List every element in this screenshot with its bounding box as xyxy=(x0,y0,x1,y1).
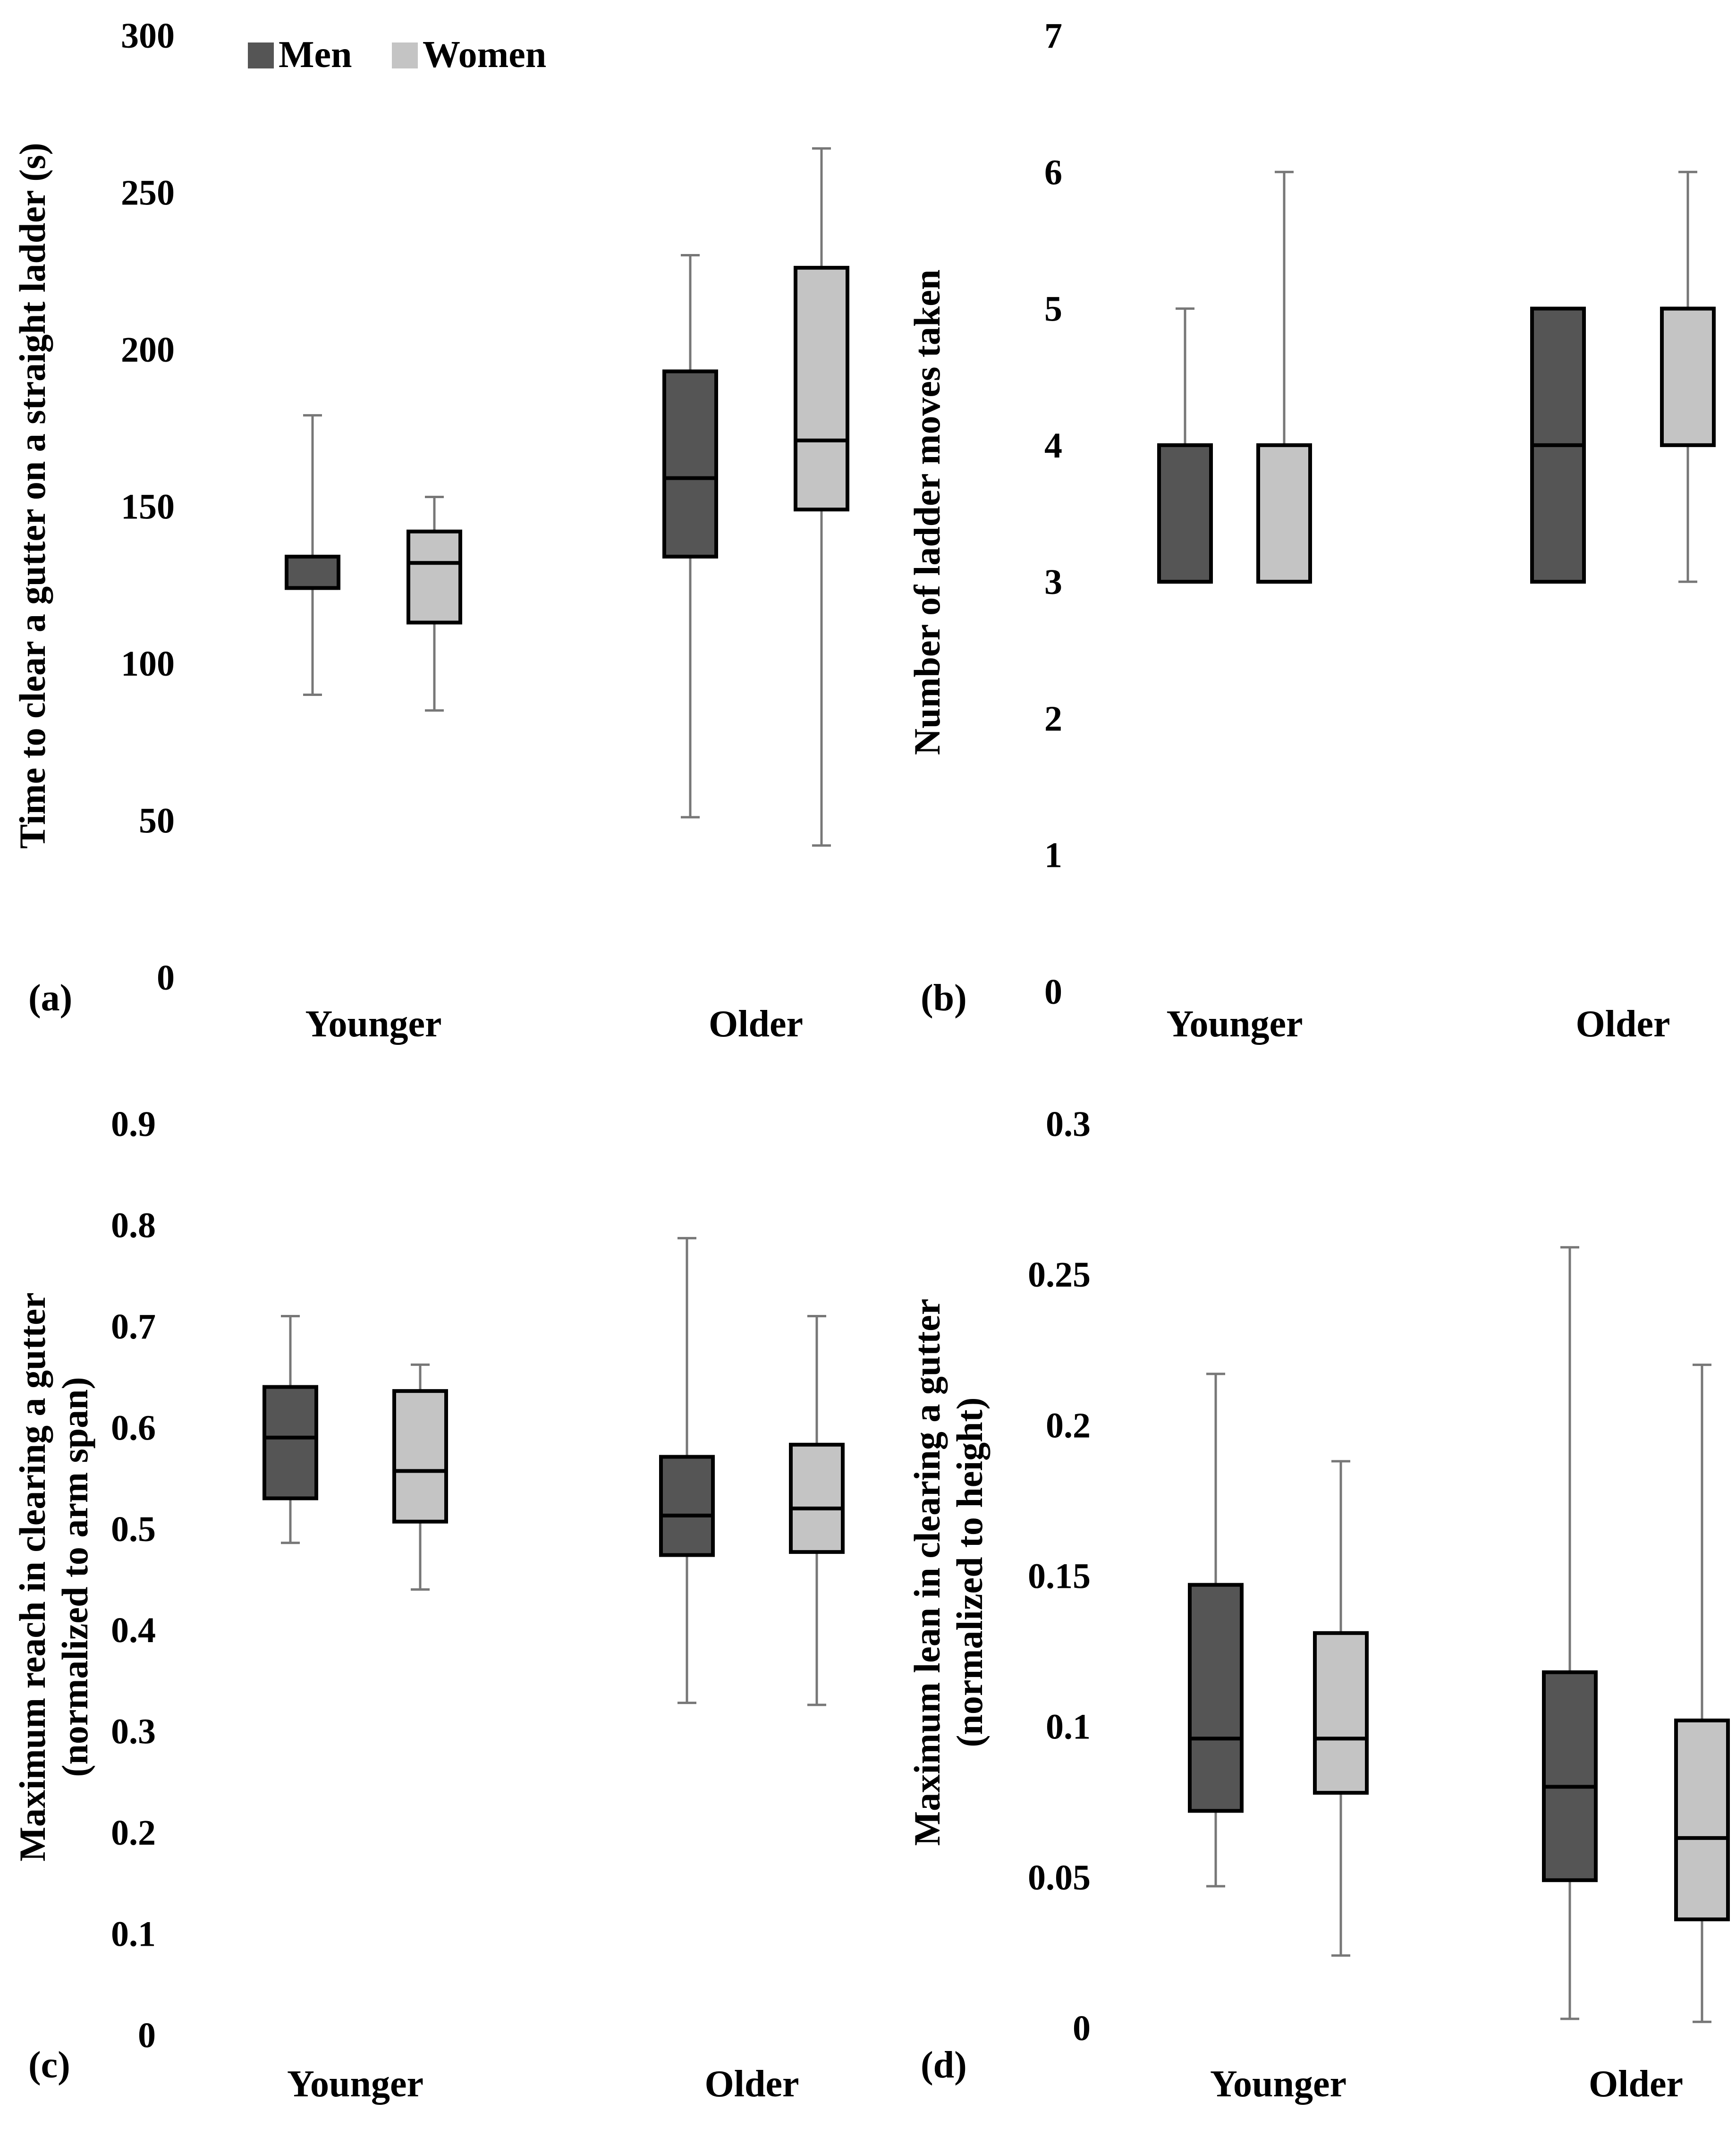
y-tick-label: 150 xyxy=(121,487,175,527)
box-iqr xyxy=(662,369,718,559)
box-iqr xyxy=(789,1442,845,1554)
y-tick-label: 0.9 xyxy=(111,1104,156,1144)
box-men-younger xyxy=(263,1314,318,1544)
box-women-older xyxy=(794,147,849,847)
y-axis-label: Time to clear a gutter on a straight lad… xyxy=(12,143,53,849)
box-iqr xyxy=(1660,306,1716,447)
panel-label: (b) xyxy=(921,977,967,1019)
legend-label-women: Women xyxy=(423,34,546,76)
box-women-younger xyxy=(1313,1460,1369,1957)
y-tick-label: 0.2 xyxy=(111,1813,156,1853)
box-women-younger xyxy=(406,496,462,712)
category-label-younger: Younger xyxy=(1210,2063,1346,2105)
y-tick-label: 4 xyxy=(1044,426,1062,466)
y-tick-label: 300 xyxy=(121,16,175,56)
box-men-younger xyxy=(1188,1373,1244,1888)
box-iqr xyxy=(406,529,462,625)
box-women-older xyxy=(1674,1364,1730,2023)
y-tick-label: 3 xyxy=(1044,562,1062,602)
y-tick-label: 250 xyxy=(121,173,175,213)
y-tick-label: 1 xyxy=(1044,836,1062,875)
y-axis-label: (normalized to arm span) xyxy=(54,1377,95,1777)
panel-label: (d) xyxy=(921,2044,967,2086)
legend-label-men: Men xyxy=(279,34,352,76)
category-label-older: Older xyxy=(1589,2063,1683,2105)
box-iqr xyxy=(1157,443,1213,584)
box-iqr xyxy=(285,554,340,590)
box-iqr xyxy=(1313,1631,1369,1795)
y-tick-label: 100 xyxy=(121,644,175,684)
box-men-younger xyxy=(285,414,340,696)
y-tick-label: 0.8 xyxy=(111,1205,156,1245)
category-label-younger: Younger xyxy=(305,1003,442,1045)
category-label-older: Older xyxy=(709,1003,803,1045)
y-axis-label: Maximum lean in clearing a gutter xyxy=(906,1299,948,1846)
y-tick-label: 0.5 xyxy=(111,1509,156,1549)
box-men-younger xyxy=(1157,307,1213,584)
box-men-older xyxy=(662,254,718,819)
y-tick-label: 0 xyxy=(157,958,175,998)
y-tick-label: 0.7 xyxy=(111,1307,156,1347)
legend: Men Women xyxy=(248,34,546,76)
panel-label: (a) xyxy=(28,977,72,1019)
y-tick-label: 0 xyxy=(1044,972,1062,1012)
box-men-older xyxy=(659,1237,715,1704)
box-women-younger xyxy=(1256,170,1312,584)
y-tick-label: 0.4 xyxy=(111,1610,156,1650)
box-women-older xyxy=(789,1314,845,1706)
y-tick-label: 0.1 xyxy=(1046,1707,1091,1747)
category-label-older: Older xyxy=(705,2063,799,2105)
category-label-younger: Younger xyxy=(287,2063,423,2105)
box-women-older xyxy=(1660,170,1716,583)
legend-swatch-men xyxy=(248,42,274,68)
box-men-older xyxy=(1530,306,1586,584)
legend-swatch-women xyxy=(392,42,418,68)
y-tick-label: 0.25 xyxy=(1028,1255,1091,1295)
box-men-older xyxy=(1542,1246,1598,2020)
box-iqr xyxy=(1674,1718,1730,1922)
y-axis-label: Maximum reach in clearing a gutter xyxy=(12,1292,53,1861)
box-iqr xyxy=(1188,1583,1244,1813)
category-label-older: Older xyxy=(1576,1003,1670,1045)
panel-3: 0 0.1 0.2 0.3 0.4 0.5 0.6 0.7 0.8 0.9 Maximum reac… xyxy=(12,1104,845,2105)
y-axis-label: Number of ladder moves taken xyxy=(906,270,948,755)
box-iqr xyxy=(1542,1670,1598,1882)
y-tick-label: 0 xyxy=(1073,2009,1091,2048)
panel-label: (c) xyxy=(28,2044,70,2086)
box-iqr xyxy=(659,1455,715,1557)
y-tick-label: 0.15 xyxy=(1028,1557,1091,1596)
box-women-younger xyxy=(392,1363,448,1591)
panel-1: 0 50 100 150 200 250 300 Time to clear a gutter… xyxy=(12,16,849,1045)
y-tick-label: 200 xyxy=(121,330,175,370)
y-tick-label: 0.6 xyxy=(111,1408,156,1448)
category-label-younger: Younger xyxy=(1167,1003,1303,1045)
y-tick-label: 0.3 xyxy=(1046,1104,1091,1144)
y-tick-label: 0.3 xyxy=(111,1712,156,1752)
y-tick-label: 0.1 xyxy=(111,1915,156,1954)
panel-2: 0 1 2 3 4 5 6 7 Number of ladder moves taken (b) Y… xyxy=(906,16,1716,1045)
y-tick-label: 6 xyxy=(1044,153,1062,192)
box-iqr xyxy=(263,1385,318,1500)
y-tick-label: 50 xyxy=(139,801,175,841)
y-tick-label: 0.2 xyxy=(1046,1406,1091,1445)
box-iqr xyxy=(1256,443,1312,584)
box-iqr xyxy=(794,266,849,512)
y-tick-label: 7 xyxy=(1044,16,1062,56)
panel-4: 0 0.05 0.1 0.15 0.2 0.25 0.3 Maximum lean in cl… xyxy=(906,1104,1730,2105)
y-axis-label: (normalized to height) xyxy=(949,1398,990,1747)
y-tick-label: 0 xyxy=(138,2016,156,2055)
y-tick-label: 0.05 xyxy=(1028,1858,1091,1898)
y-tick-label: 5 xyxy=(1044,289,1062,329)
box-iqr xyxy=(392,1389,448,1524)
y-tick-label: 2 xyxy=(1044,699,1062,738)
